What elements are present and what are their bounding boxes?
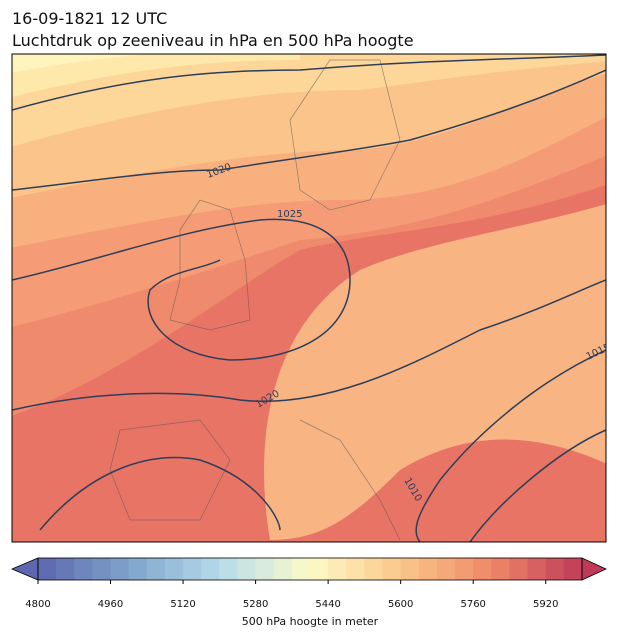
colorbar: 4800 4960 5120 5280 5440 5600 5760 5920 xyxy=(10,557,607,610)
colorbar-band xyxy=(38,558,57,580)
map-frame xyxy=(11,53,607,543)
colorbar-band xyxy=(219,558,238,580)
colorbar-band xyxy=(400,558,420,580)
colorbar-band xyxy=(255,558,275,580)
colorbar-extend-high xyxy=(581,557,607,581)
map: 1020 1025 1020 1015 1010 xyxy=(12,54,606,542)
title: Luchtdruk op zeeniveau in hPa en 500 hPa… xyxy=(12,31,414,50)
colorbar-band xyxy=(164,558,184,580)
colorbar-tick-label: 5600 xyxy=(388,599,413,610)
colorbar-tick-label: 5760 xyxy=(460,599,485,610)
colorbar-band xyxy=(74,558,93,580)
colorbar-band xyxy=(146,558,166,580)
colorbar-tick-label: 5280 xyxy=(243,599,268,610)
colorbar-band xyxy=(527,558,547,580)
colorbar-band xyxy=(128,558,148,580)
colorbar-band xyxy=(291,558,311,580)
colorbar-band xyxy=(364,558,384,580)
colorbar-band xyxy=(509,558,529,580)
colorbar-tick-label: 4960 xyxy=(98,599,123,610)
colorbar-label: 500 hPa hoogte in meter xyxy=(242,615,379,628)
colorbar-band xyxy=(237,558,257,580)
colorbar-band xyxy=(455,558,474,580)
colorbar-band xyxy=(110,558,130,580)
colorbar-band xyxy=(201,558,220,580)
colorbar-tick-label: 5920 xyxy=(533,599,558,610)
colorbar-band xyxy=(310,558,329,580)
colorbar-band xyxy=(473,558,492,580)
colorbar-band xyxy=(436,558,456,580)
colorbar-frame xyxy=(37,557,583,581)
colorbar-band xyxy=(56,558,75,580)
colorbar-band xyxy=(92,558,112,580)
colorbar-band xyxy=(328,558,347,580)
colorbar-band xyxy=(346,558,365,580)
colorbar-extend-low xyxy=(10,557,39,581)
contour-label: 1025 xyxy=(277,209,302,220)
colorbar-band xyxy=(183,558,202,580)
colorbar-band xyxy=(418,558,438,580)
colorbar-tick-label: 4800 xyxy=(25,599,50,610)
colorbar-tick-label: 5120 xyxy=(170,599,195,610)
colorbar-band xyxy=(491,558,510,580)
colorbar-band xyxy=(545,558,565,580)
colorbar-band xyxy=(382,558,402,580)
colorbar-band xyxy=(273,558,293,580)
colorbar-tick-label: 5440 xyxy=(315,599,340,610)
date: 16-09-1821 12 UTC xyxy=(12,9,167,28)
colorbar-band xyxy=(563,558,583,580)
